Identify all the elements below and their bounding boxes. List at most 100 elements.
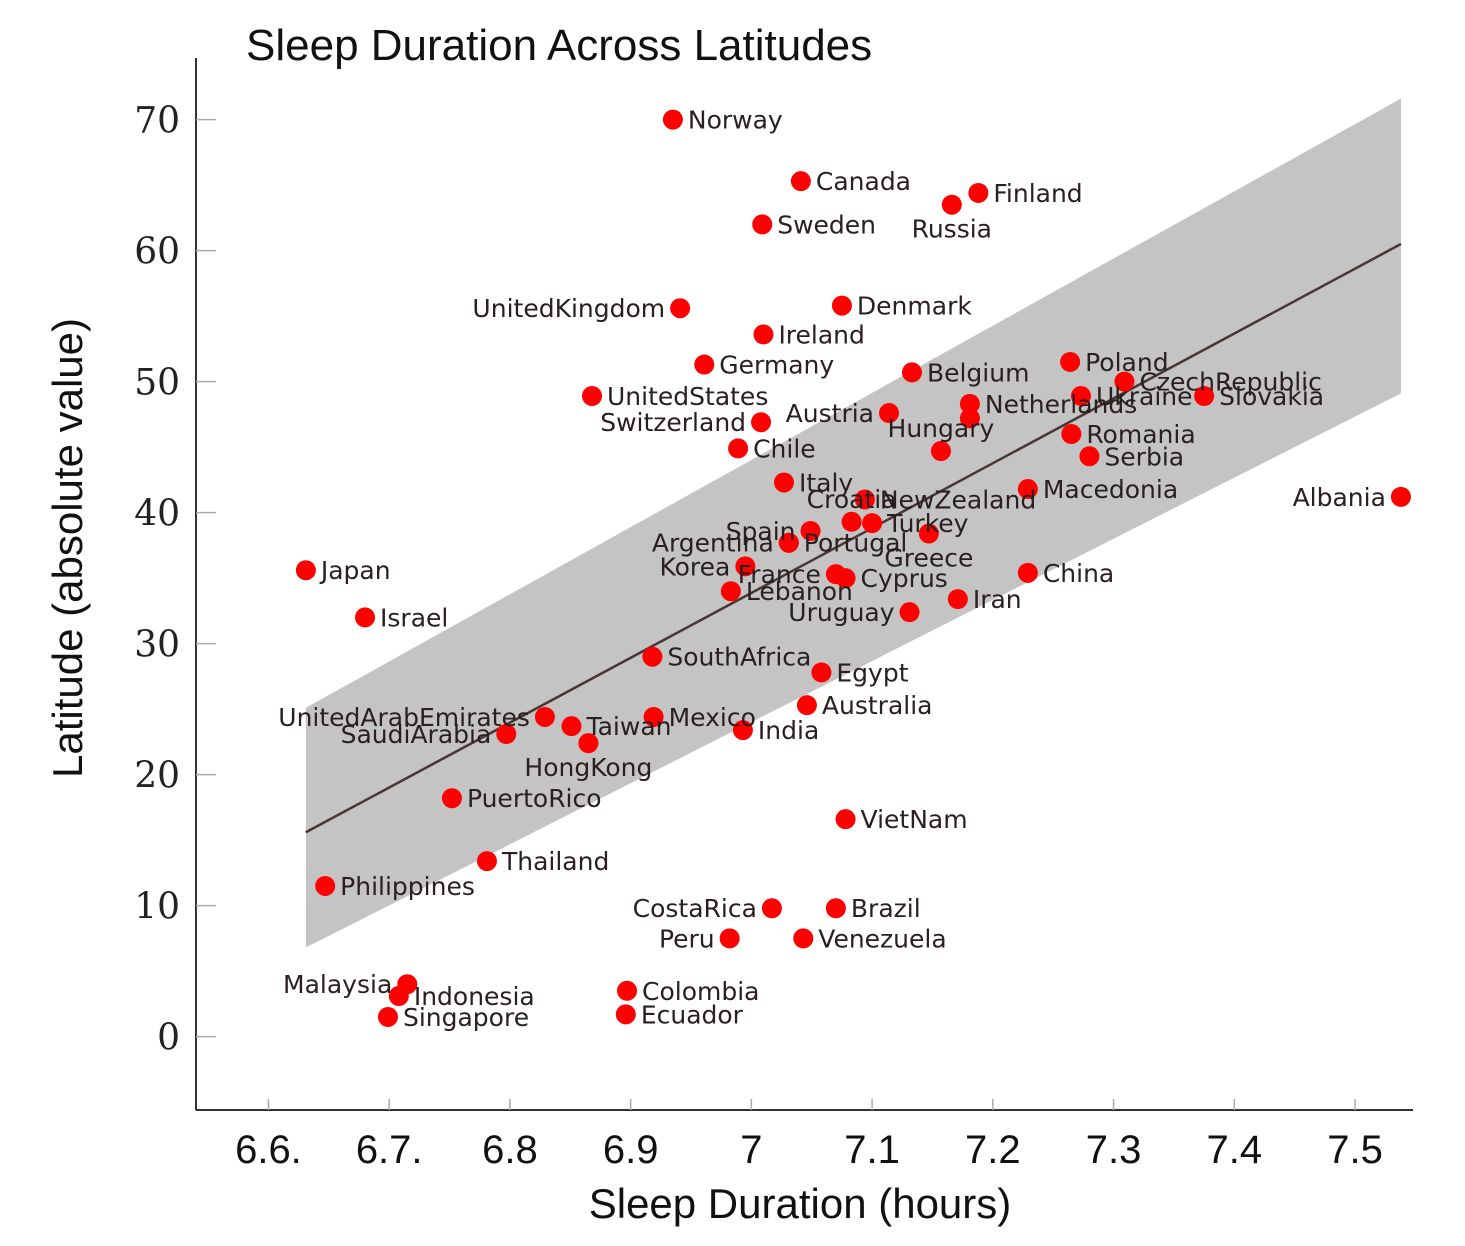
data-point: [968, 182, 989, 203]
point-label: UnitedArabEmirates: [278, 703, 530, 732]
data-point: [790, 171, 811, 192]
data-point: [476, 851, 497, 872]
data-point: [918, 523, 939, 544]
y-tick-label: 30: [134, 625, 180, 666]
point-label: Hungary: [888, 414, 995, 443]
point-label: Serbia: [1104, 442, 1184, 471]
data-point: [643, 706, 664, 727]
data-point: [778, 532, 799, 553]
data-point: [642, 646, 663, 667]
data-point: [735, 556, 756, 577]
data-point: [751, 412, 772, 433]
x-tick-label: 7.2: [965, 1128, 1021, 1172]
point-label: Germany: [719, 351, 834, 380]
x-tick-label: 6.7.: [356, 1128, 423, 1172]
point-label: Iran: [973, 585, 1022, 614]
x-axis-label: Sleep Duration (hours): [589, 1180, 1012, 1227]
x-tick-label: 7.3: [1086, 1128, 1142, 1172]
data-point: [1070, 386, 1091, 407]
point-label: Colombia: [642, 977, 759, 1006]
point-label: Italy: [799, 468, 853, 497]
y-tick-label: 0: [157, 1018, 180, 1059]
data-point: [899, 602, 920, 623]
point-label: Uruguay: [788, 598, 894, 627]
data-point: [854, 489, 875, 510]
point-label: UnitedStates: [607, 382, 768, 411]
point-label: Ukraine: [1096, 382, 1193, 411]
point-label: Romania: [1086, 420, 1195, 449]
point-label: Japan: [319, 556, 391, 585]
chart-title: Sleep Duration Across Latitudes: [246, 21, 872, 70]
data-point: [578, 733, 599, 754]
point-label: Venezuela: [818, 924, 946, 953]
data-point: [901, 362, 922, 383]
x-tick-label: 6.9: [603, 1128, 659, 1172]
data-point: [800, 520, 821, 541]
data-point: [947, 589, 968, 610]
data-point: [773, 472, 794, 493]
point-label: China: [1043, 559, 1114, 588]
point-label: Ireland: [778, 320, 864, 349]
point-label: VietNam: [861, 805, 968, 834]
data-point: [617, 980, 638, 1001]
data-point: [720, 581, 741, 602]
point-label: Malaysia: [283, 970, 392, 999]
y-tick-label: 10: [134, 887, 180, 928]
data-point: [862, 513, 883, 534]
point-label: Chile: [753, 434, 816, 463]
data-point: [1060, 351, 1081, 372]
points-layer: [295, 109, 1411, 1027]
data-point: [496, 724, 517, 745]
x-tick-label: 6.6.: [235, 1128, 302, 1172]
data-point: [694, 354, 715, 375]
point-label: Albania: [1293, 483, 1386, 512]
y-tick-label: 60: [134, 232, 180, 273]
point-label: Peru: [659, 924, 715, 953]
axes-layer: 6.6. 6.7. 6.8 6.9 7 7.1 7.2 7.3 7.4 7.5 0 10 20 30 40 5…: [134, 58, 1413, 1172]
point-label: Greece: [884, 544, 973, 573]
point-label: Korea: [659, 552, 730, 581]
point-label: Egypt: [836, 658, 908, 687]
point-label: Canada: [816, 167, 911, 196]
point-label: Australia: [822, 691, 933, 720]
point-label: Spain: [726, 517, 796, 546]
point-label: Brazil: [851, 894, 921, 923]
point-label: Slovakia: [1219, 382, 1324, 411]
data-point: [315, 875, 336, 896]
data-point: [825, 898, 846, 919]
point-label: Netherlands: [985, 390, 1137, 419]
point-label: Ecuador: [641, 1000, 744, 1029]
point-label: Cyprus: [861, 564, 948, 593]
data-point: [1017, 562, 1038, 583]
data-point: [534, 706, 555, 727]
data-point: [811, 662, 832, 683]
y-axis-label: Latitude (absolute value): [44, 318, 91, 778]
point-label: Denmark: [857, 292, 972, 321]
point-label: Sweden: [777, 210, 876, 239]
data-point: [959, 408, 980, 429]
data-point: [295, 560, 316, 581]
y-tick-label: 70: [134, 101, 180, 142]
data-point: [831, 295, 852, 316]
data-point: [1017, 479, 1038, 500]
data-point: [732, 720, 753, 741]
y-tick-label: 50: [134, 363, 180, 404]
data-point: [879, 403, 900, 424]
point-label: Austria: [786, 399, 874, 428]
data-point: [441, 788, 462, 809]
y-tick-label: 40: [134, 494, 180, 535]
point-label: Portugal: [804, 529, 908, 558]
point-label: France: [738, 560, 821, 589]
data-point: [719, 928, 740, 949]
point-label: NewZealand: [880, 485, 1036, 514]
point-label: Macedonia: [1043, 475, 1178, 504]
point-label: Argentina: [652, 529, 774, 558]
x-tick-label: 7.4: [1207, 1128, 1263, 1172]
point-label: Finland: [993, 179, 1082, 208]
data-point: [959, 393, 980, 414]
data-point: [1061, 423, 1082, 444]
data-point: [355, 607, 376, 628]
point-label: SouthAfrica: [667, 643, 811, 672]
